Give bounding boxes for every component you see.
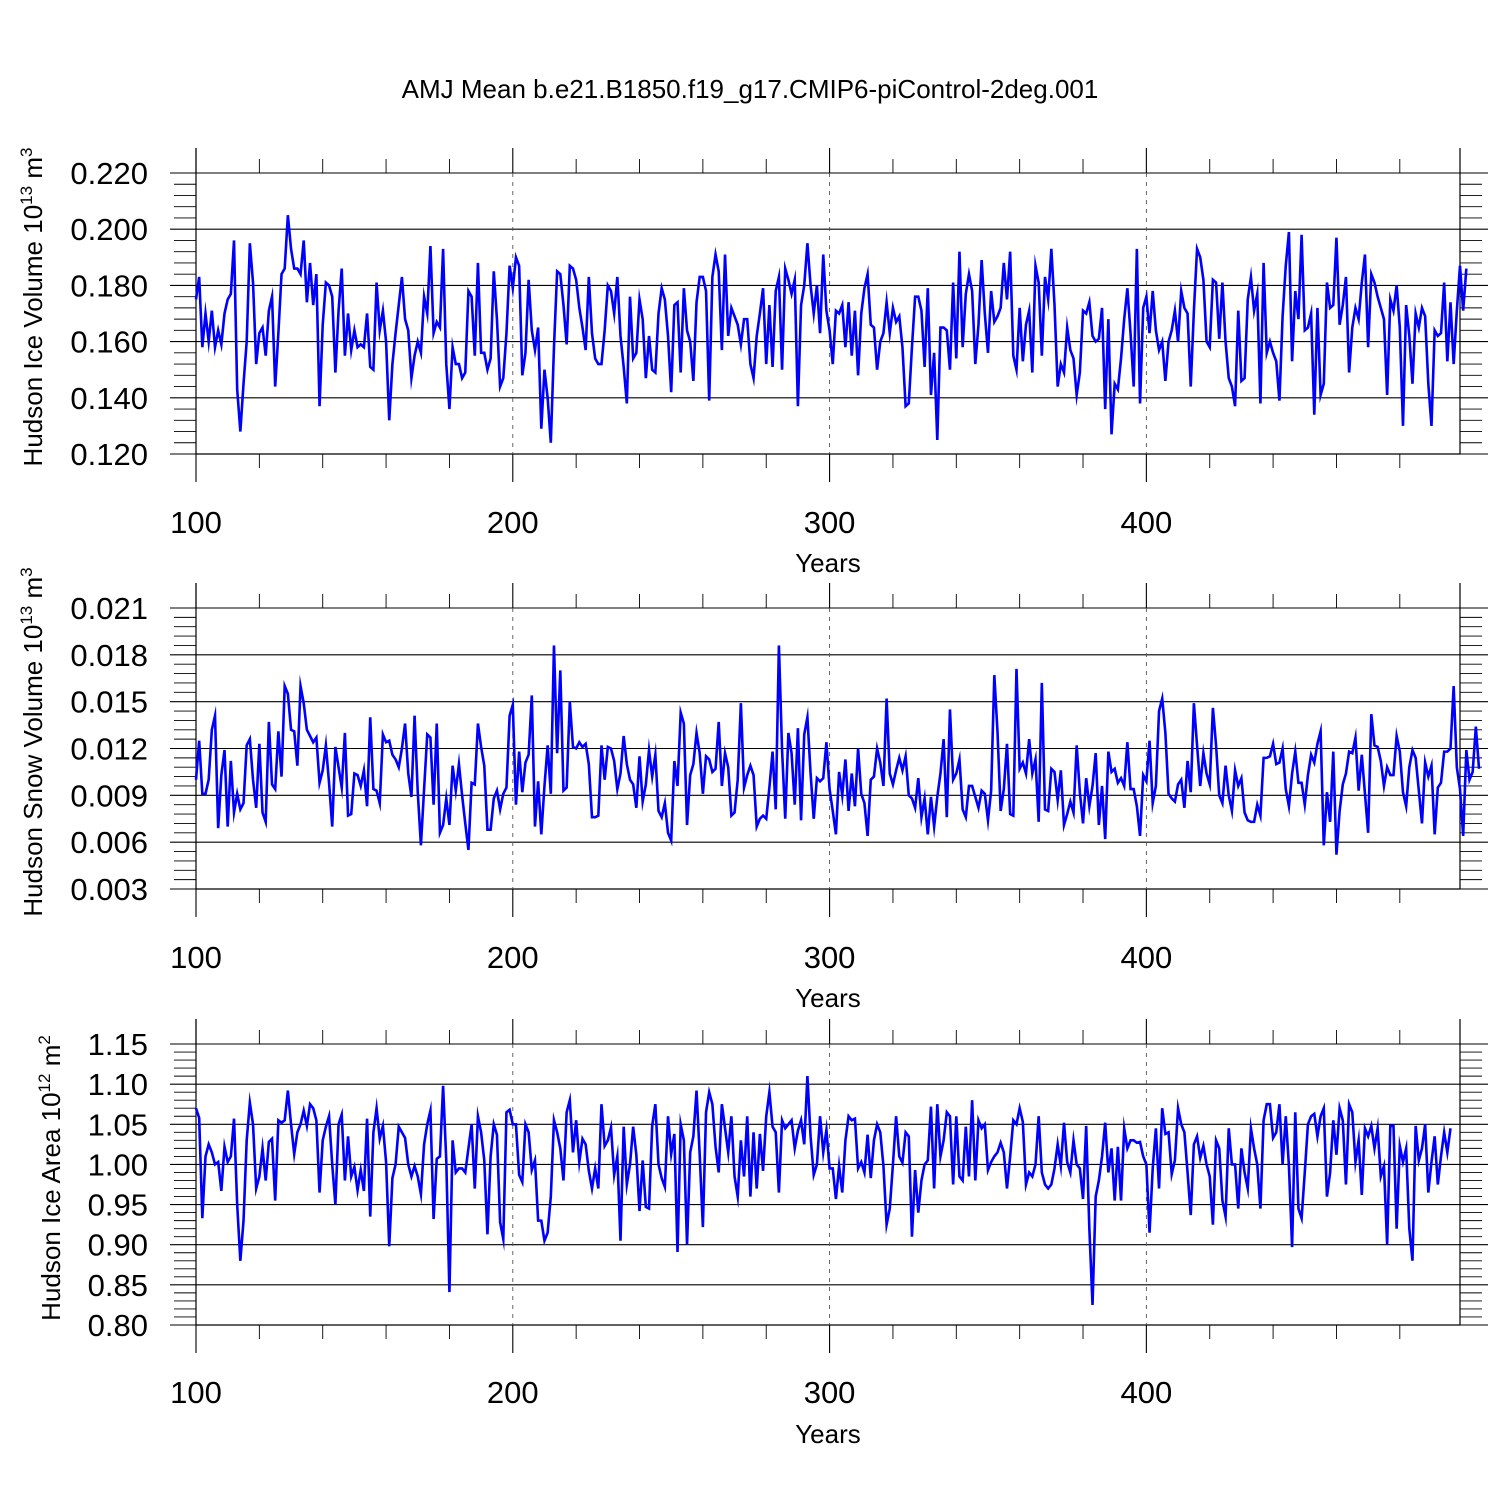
y-axis-label-exponent: 13: [17, 606, 36, 625]
panel-3: 0.80 0.85 0.90 0.95 1.00 1.05 1.10 1.15 100 200 30…: [35, 1019, 1488, 1449]
y-axis-label: Hudson Ice Volume 1013 m3: [17, 148, 48, 467]
figure-title: AMJ Mean b.e21.B1850.f19_g17.CMIP6-piCon…: [401, 74, 1099, 104]
x-tick-label: 400: [1121, 940, 1173, 975]
y-tick-label: 0.160: [70, 325, 148, 360]
y-tick-label: 1.05: [88, 1107, 148, 1142]
x-tick-label: 200: [487, 940, 539, 975]
y-axis-label-text: Hudson Ice Volume 10: [18, 205, 48, 467]
y-tick-label: 0.140: [70, 381, 148, 416]
y-axis-label-text: Hudson Ice Area 10: [36, 1092, 66, 1320]
x-axis-label: Years: [795, 1419, 861, 1449]
x-tick-label: 100: [170, 1375, 222, 1410]
y-axis-label-text: Hudson Snow Volume 10: [18, 625, 48, 917]
series-line: [194, 215, 1468, 443]
y-tick-label: 0.95: [88, 1188, 148, 1223]
y-tick-label: 1.15: [88, 1027, 148, 1062]
y-axis-label-unit-exponent: 3: [17, 567, 36, 576]
panel-1: 0.120 0.140 0.160 0.180 0.200 0.220 100 200 300 4…: [17, 148, 1488, 578]
y-axis-label-unit: m: [18, 157, 48, 186]
y-tick-label: 0.015: [70, 685, 148, 720]
y-axis-label-unit: m: [36, 1045, 66, 1074]
y-tick-label: 0.006: [70, 825, 148, 860]
x-tick-label: 300: [804, 940, 856, 975]
x-tick-label: 200: [487, 505, 539, 540]
x-tick-label: 200: [487, 1375, 539, 1410]
y-tick-label: 0.018: [70, 638, 148, 673]
y-axis-label-exponent: 12: [35, 1074, 54, 1093]
y-axis-label: Hudson Ice Area 1012 m2: [35, 1035, 66, 1321]
x-tick-label: 400: [1121, 1375, 1173, 1410]
y-tick-label: 0.009: [70, 778, 148, 813]
y-tick-label: 0.180: [70, 268, 148, 303]
y-axis-label-unit: m: [18, 577, 48, 606]
x-tick-label: 300: [804, 505, 856, 540]
x-axis-label: Years: [795, 983, 861, 1013]
y-tick-label: 0.90: [88, 1228, 148, 1263]
y-tick-label: 1.00: [88, 1147, 148, 1182]
y-tick-label: 0.80: [88, 1308, 148, 1343]
y-tick-label: 1.10: [88, 1067, 148, 1102]
x-tick-label: 100: [170, 940, 222, 975]
y-axis-label-unit-exponent: 3: [17, 148, 36, 157]
series-line: [194, 1076, 1452, 1305]
y-tick-label: 0.021: [70, 591, 148, 626]
panel-2: 0.003 0.006 0.009 0.012 0.015 0.018 0.021 100 20…: [17, 567, 1488, 1013]
x-axis-label: Years: [795, 548, 861, 578]
y-axis-label-exponent: 13: [17, 186, 36, 205]
y-tick-label: 0.120: [70, 437, 148, 472]
y-tick-label: 0.003: [70, 872, 148, 907]
y-tick-label: 0.220: [70, 156, 148, 191]
x-tick-label: 100: [170, 505, 222, 540]
y-axis-label-unit-exponent: 2: [35, 1035, 54, 1044]
y-tick-label: 0.200: [70, 212, 148, 247]
y-axis-label: Hudson Snow Volume 1013 m3: [17, 567, 48, 916]
y-tick-label: 0.85: [88, 1268, 148, 1303]
x-tick-label: 400: [1121, 505, 1173, 540]
x-tick-label: 300: [804, 1375, 856, 1410]
series-line: [194, 645, 1481, 855]
y-tick-label: 0.012: [70, 732, 148, 767]
